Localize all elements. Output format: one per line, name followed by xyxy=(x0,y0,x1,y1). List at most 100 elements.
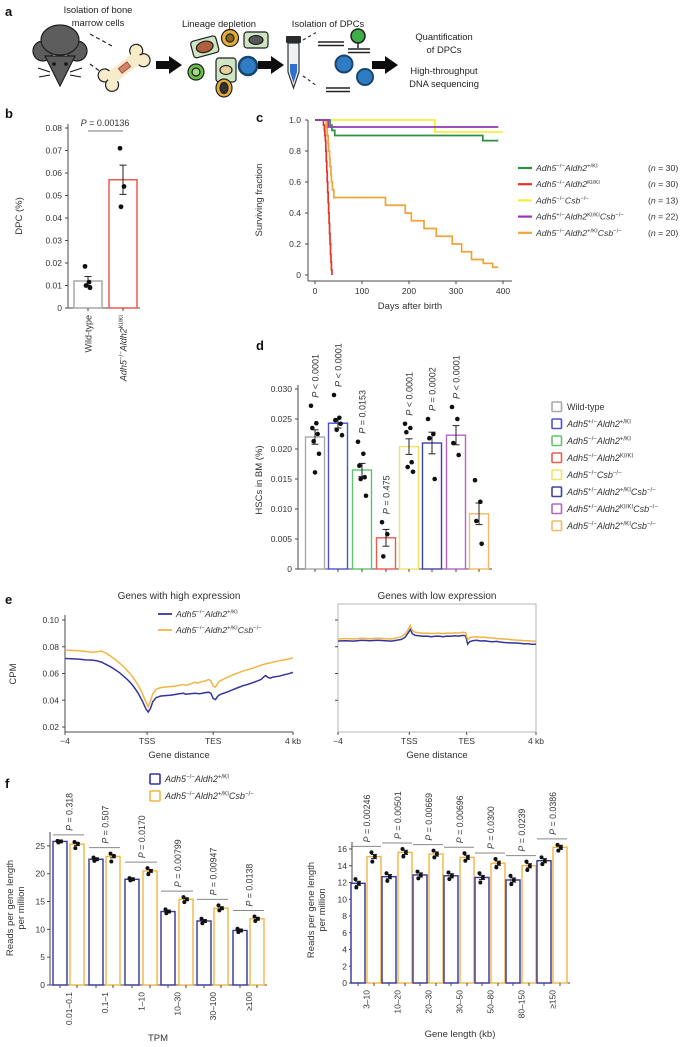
svg-text:0.08: 0.08 xyxy=(45,123,62,133)
svg-text:0: 0 xyxy=(313,286,318,296)
svg-text:P < 0.0001: P < 0.0001 xyxy=(334,343,344,387)
svg-text:16: 16 xyxy=(338,844,348,854)
panel-a-illustration xyxy=(32,24,398,98)
svg-text:0.04: 0.04 xyxy=(45,213,62,223)
svg-text:P = 0.00136: P = 0.00136 xyxy=(81,118,130,128)
svg-text:3–10: 3–10 xyxy=(362,990,372,1009)
svg-text:15: 15 xyxy=(36,897,46,907)
svg-text:0: 0 xyxy=(342,978,347,988)
svg-text:10: 10 xyxy=(338,894,348,904)
svg-text:25: 25 xyxy=(36,841,46,851)
svg-text:Gene distance: Gene distance xyxy=(148,750,209,761)
svg-text:0.015: 0.015 xyxy=(271,474,293,484)
svg-text:P = 0.507: P = 0.507 xyxy=(101,806,111,844)
svg-text:0.02: 0.02 xyxy=(45,258,62,268)
panel-d-chart: 0 0.005 0.010 0.015 0.020 0.025 0.030 HSCs in B… xyxy=(254,343,658,574)
svg-text:0.02: 0.02 xyxy=(42,722,59,732)
bone-icon xyxy=(97,43,151,92)
svg-text:TPM: TPM xyxy=(148,1033,168,1044)
svg-text:0.005: 0.005 xyxy=(271,534,293,544)
svg-text:30–100: 30–100 xyxy=(208,992,218,1021)
svg-text:TES: TES xyxy=(205,736,222,746)
svg-text:−4: −4 xyxy=(60,736,70,746)
svg-text:Adh5−/−Aldh2+/KICsb−/−: Adh5−/−Aldh2+/KICsb−/− xyxy=(566,521,656,531)
svg-text:0: 0 xyxy=(287,564,292,574)
svg-text:Surviving fraction: Surviving fraction xyxy=(254,164,265,237)
svg-text:P < 0.0001: P < 0.0001 xyxy=(311,354,321,398)
svg-text:Adh5−/−Csb−/−: Adh5−/−Csb−/− xyxy=(535,195,589,205)
svg-text:P = 0.318: P = 0.318 xyxy=(65,793,75,831)
svg-text:Wild-type: Wild-type xyxy=(567,402,605,412)
svg-text:20–30: 20–30 xyxy=(424,990,434,1014)
svg-text:(n = 20): (n = 20) xyxy=(648,228,678,238)
panel-label-d: d xyxy=(256,338,264,353)
svg-text:P = 0.00669: P = 0.00669 xyxy=(424,793,434,841)
svg-text:Adh5−/−Aldh2KI/KI: Adh5−/−Aldh2KI/KI xyxy=(118,315,128,382)
svg-text:1–10: 1–10 xyxy=(137,992,147,1011)
svg-text:HSCs in BM (%): HSCs in BM (%) xyxy=(254,445,265,514)
svg-text:0.2: 0.2 xyxy=(289,239,301,249)
svg-text:400: 400 xyxy=(496,286,510,296)
svg-text:0: 0 xyxy=(57,303,62,313)
svg-text:Wild-type: Wild-type xyxy=(84,315,94,353)
svg-text:TSS: TSS xyxy=(139,736,156,746)
svg-text:4 kb: 4 kb xyxy=(285,736,301,746)
caption-dna-sequencing: High-throughput DNA sequencing xyxy=(409,65,479,90)
svg-text:Adh5−/−Csb−/−: Adh5−/−Csb−/− xyxy=(566,470,622,480)
svg-text:100: 100 xyxy=(355,286,369,296)
svg-text:8: 8 xyxy=(342,911,347,921)
svg-text:P = 0.475: P = 0.475 xyxy=(382,475,392,514)
svg-text:Adh5−/−Aldh2+/KI: Adh5−/−Aldh2+/KI xyxy=(175,609,238,619)
svg-text:P = 0.00799: P = 0.00799 xyxy=(173,839,183,887)
svg-text:Adh5+/−Aldh2KI/KICsb−/−: Adh5+/−Aldh2KI/KICsb−/− xyxy=(566,504,658,514)
arrow-icon xyxy=(156,56,182,74)
svg-text:0.020: 0.020 xyxy=(271,444,293,454)
svg-text:P = 0.0153: P = 0.0153 xyxy=(358,390,368,434)
svg-text:0.4: 0.4 xyxy=(289,208,301,218)
svg-text:0.6: 0.6 xyxy=(289,177,301,187)
svg-text:P = 0.00696: P = 0.00696 xyxy=(455,795,465,843)
svg-text:P = 0.0386: P = 0.0386 xyxy=(548,792,558,835)
svg-text:Adh5−/−Aldh2+/KI: Adh5−/−Aldh2+/KI xyxy=(566,436,631,446)
svg-text:0.07: 0.07 xyxy=(45,146,62,156)
svg-text:P = 0.00501: P = 0.00501 xyxy=(393,791,403,839)
svg-text:0.010: 0.010 xyxy=(271,504,293,514)
cells-icon xyxy=(187,28,269,98)
svg-text:Adh5−/−Aldh2+/KICsb−/−: Adh5−/−Aldh2+/KICsb−/− xyxy=(535,228,622,238)
arrow-icon xyxy=(372,56,398,74)
svg-text:≥100: ≥100 xyxy=(244,992,254,1011)
svg-text:0.04: 0.04 xyxy=(42,695,59,705)
svg-text:CPM: CPM xyxy=(8,663,19,684)
svg-text:5: 5 xyxy=(40,952,45,962)
svg-text:(n = 22): (n = 22) xyxy=(648,212,678,222)
svg-text:0.8: 0.8 xyxy=(289,146,301,156)
svg-text:0.01–0.1: 0.01–0.1 xyxy=(64,992,74,1025)
svg-text:per million: per million xyxy=(16,886,27,929)
svg-text:P = 0.00947: P = 0.00947 xyxy=(209,848,219,896)
svg-text:10–20: 10–20 xyxy=(393,990,403,1014)
svg-text:12: 12 xyxy=(338,878,348,888)
svg-text:Adh5−/−Aldh2+/KICsb−/−: Adh5−/−Aldh2+/KICsb−/− xyxy=(164,791,254,801)
panel-c-chart: 0 0.2 0.4 0.6 0.8 1.0 0 100 200 300 400 Days after … xyxy=(254,115,678,312)
svg-text:Adh5+/−Aldh2KI/KICsb−/−: Adh5+/−Aldh2KI/KICsb−/− xyxy=(535,212,624,222)
svg-text:P = 0.00246: P = 0.00246 xyxy=(362,795,372,843)
svg-text:0.05: 0.05 xyxy=(45,191,62,201)
svg-text:Adh5−/−Aldh2+/KI: Adh5−/−Aldh2+/KI xyxy=(535,163,598,173)
svg-text:(n = 30): (n = 30) xyxy=(648,179,678,189)
svg-text:0.1–1: 0.1–1 xyxy=(100,992,110,1014)
svg-text:200: 200 xyxy=(402,286,416,296)
svg-text:0.06: 0.06 xyxy=(45,168,62,178)
dna-icon xyxy=(318,28,374,93)
panel-label-b: b xyxy=(5,106,13,121)
svg-text:Gene length (kb): Gene length (kb) xyxy=(425,1029,496,1040)
svg-text:P = 0.0138: P = 0.0138 xyxy=(245,864,255,907)
panel-f-right-chart: 0 2 4 6 8 10 12 14 16 Reads per gene length per mi… xyxy=(306,791,570,1040)
svg-text:30–50: 30–50 xyxy=(455,990,465,1014)
svg-text:4: 4 xyxy=(342,945,347,955)
svg-text:14: 14 xyxy=(338,861,348,871)
svg-text:(n = 30): (n = 30) xyxy=(648,163,678,173)
svg-text:Reads per gene length: Reads per gene length xyxy=(5,860,16,956)
svg-text:0.03: 0.03 xyxy=(45,236,62,246)
svg-text:0.06: 0.06 xyxy=(42,669,59,679)
